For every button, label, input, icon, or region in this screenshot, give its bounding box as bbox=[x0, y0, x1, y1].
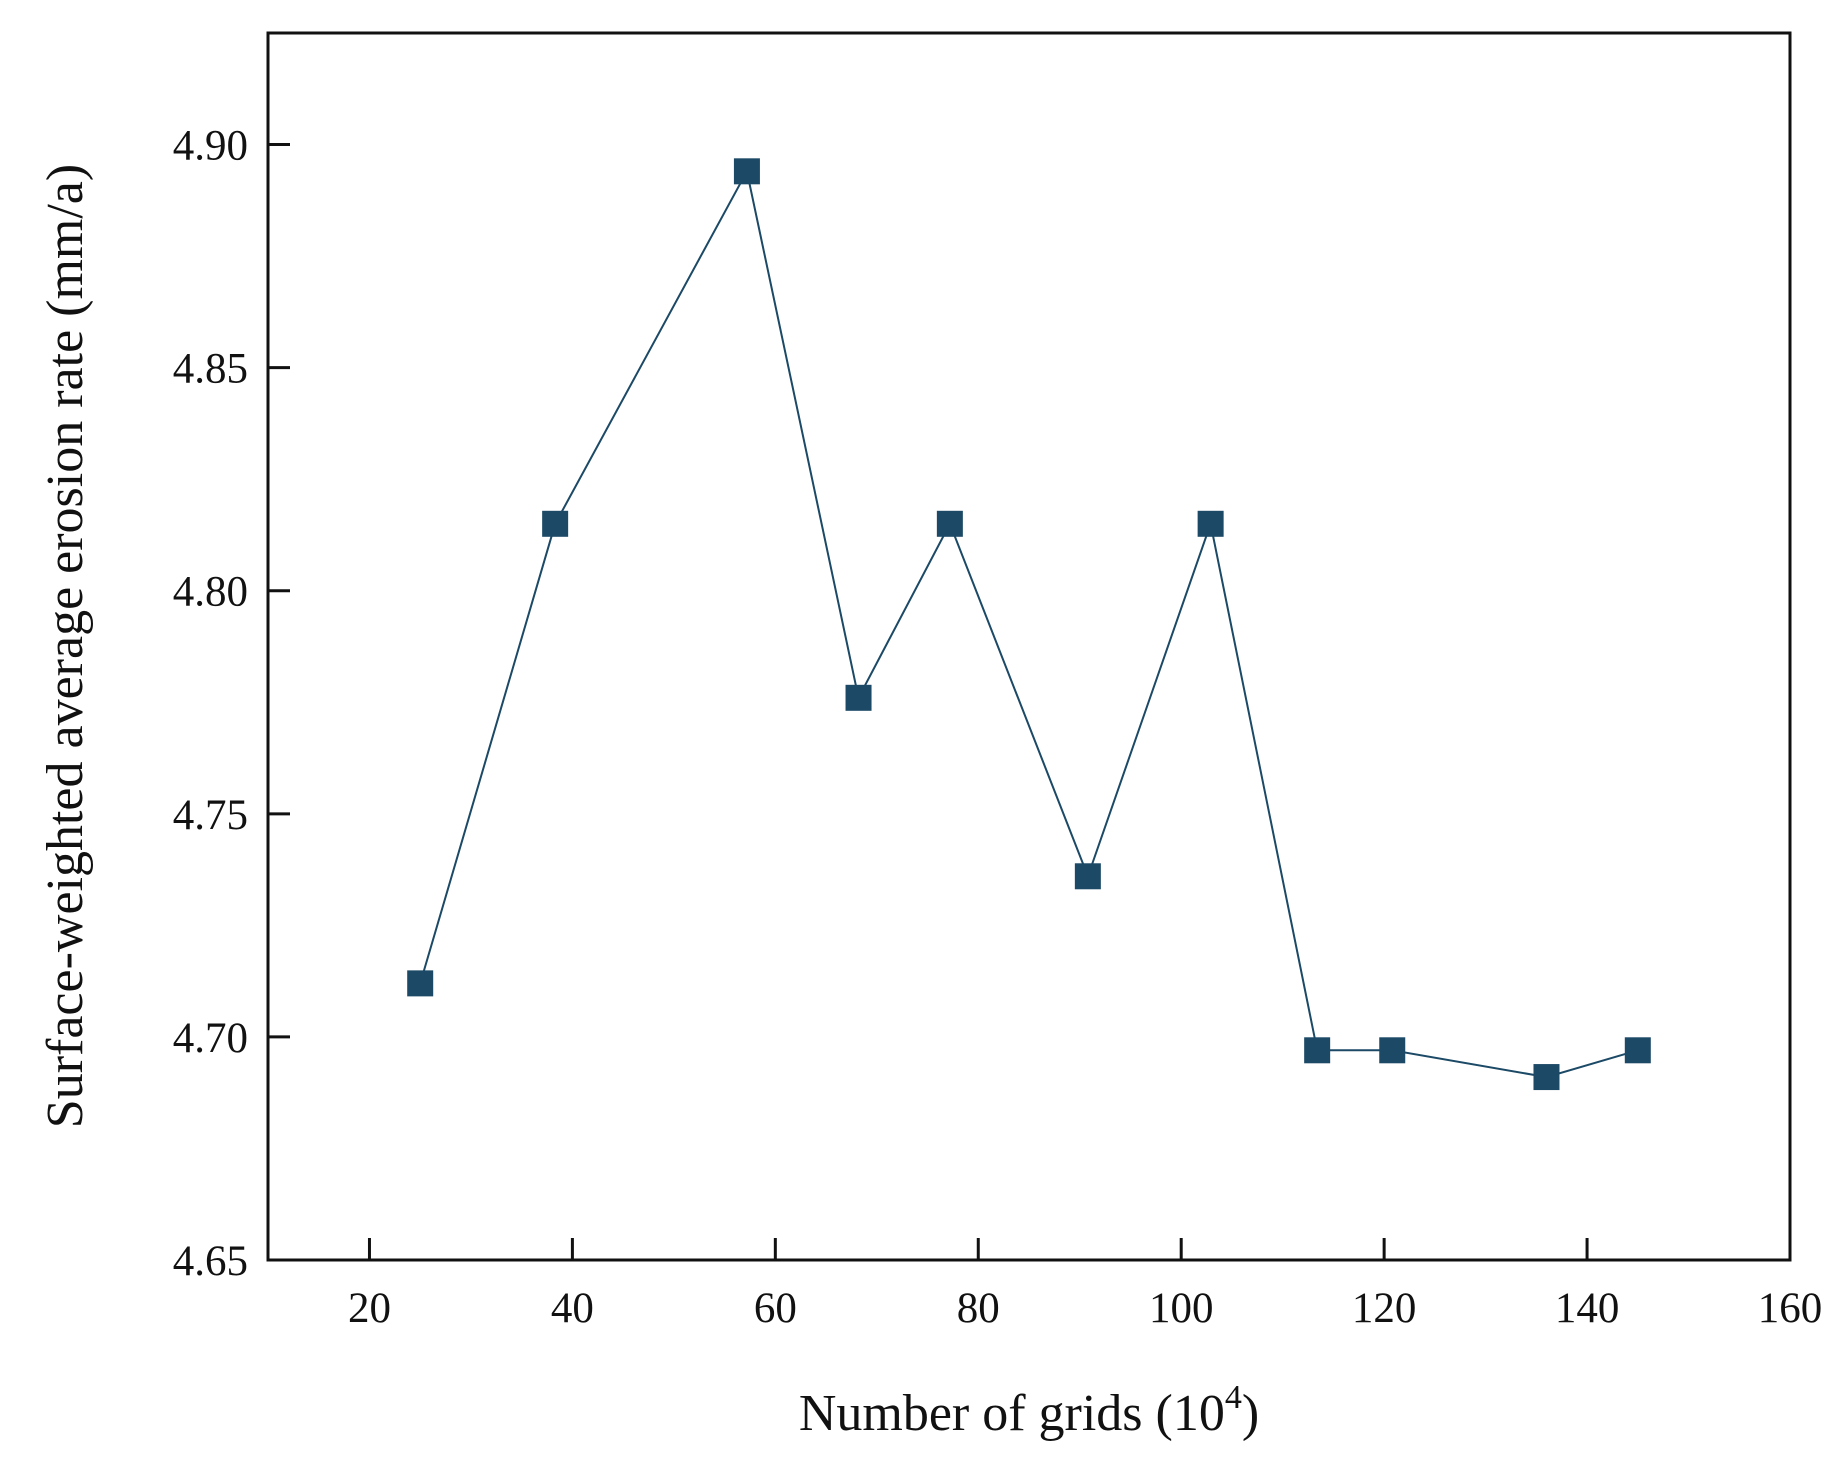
y-axis-title: Surface-weighted average erosion rate (m… bbox=[37, 164, 94, 1128]
x-axis-title-superscript: 4 bbox=[1225, 1379, 1242, 1416]
y-tick-label: 4.80 bbox=[173, 569, 248, 616]
x-axis-title-close: ) bbox=[1242, 1385, 1259, 1442]
x-axis-title: Number of grids (104) bbox=[799, 1379, 1259, 1442]
y-tick-label: 4.75 bbox=[173, 792, 248, 839]
x-tick-label: 20 bbox=[348, 1285, 391, 1332]
x-tick-label: 120 bbox=[1352, 1285, 1417, 1332]
data-point bbox=[1197, 510, 1224, 537]
x-axis-ticks: 20 40 60 80 100 120 140 160 bbox=[348, 1238, 1822, 1332]
data-point bbox=[845, 684, 872, 711]
series-layer bbox=[407, 158, 1651, 1091]
y-tick-label: 4.70 bbox=[173, 1015, 248, 1062]
series-line bbox=[419, 168, 1639, 1079]
data-point bbox=[1533, 1064, 1560, 1091]
x-tick-label: 80 bbox=[957, 1285, 1000, 1332]
y-tick-label: 4.85 bbox=[173, 346, 248, 393]
data-point bbox=[407, 970, 434, 997]
data-point bbox=[1304, 1037, 1331, 1064]
x-tick-label: 140 bbox=[1555, 1285, 1620, 1332]
data-point bbox=[1379, 1037, 1406, 1064]
x-tick-label: 160 bbox=[1758, 1285, 1823, 1332]
y-axis-ticks: 4.65 4.70 4.75 4.80 4.85 4.90 bbox=[173, 123, 290, 1285]
x-tick-label: 40 bbox=[551, 1285, 594, 1332]
data-point bbox=[1624, 1037, 1651, 1064]
data-point bbox=[936, 510, 963, 537]
x-tick-label: 60 bbox=[754, 1285, 797, 1332]
x-tick-label: 100 bbox=[1149, 1285, 1214, 1332]
data-point bbox=[542, 510, 569, 537]
data-point bbox=[733, 158, 760, 185]
data-point bbox=[1074, 863, 1101, 890]
plot-frame bbox=[266, 31, 1792, 1262]
y-tick-label: 4.65 bbox=[173, 1238, 248, 1285]
y-tick-label: 4.90 bbox=[173, 123, 248, 170]
